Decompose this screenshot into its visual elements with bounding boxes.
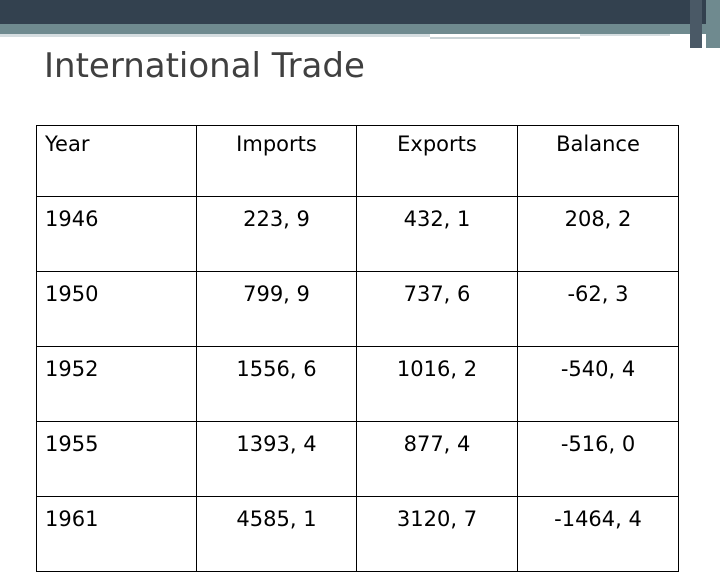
cell-balance: -516, 0 (517, 421, 679, 497)
table-row: 1946 223, 9 432, 1 208, 2 (36, 196, 679, 272)
cell-exports: 1016, 2 (356, 346, 518, 422)
cell-balance: -540, 4 (517, 346, 679, 422)
cell-exports: 432, 1 (356, 196, 518, 272)
cell-imports: 799, 9 (196, 271, 357, 347)
cell-imports: 1556, 6 (196, 346, 357, 422)
header-accent-line (0, 34, 430, 37)
cell-exports: 737, 6 (356, 271, 518, 347)
table-row: 1952 1556, 6 1016, 2 -540, 4 (36, 346, 679, 422)
cell-year: 1955 (36, 421, 197, 497)
table-row: 1961 4585, 1 3120, 7 -1464, 4 (36, 496, 679, 572)
cell-year: 1952 (36, 346, 197, 422)
header-corner-block (706, 0, 720, 48)
cell-imports: 4585, 1 (196, 496, 357, 572)
trade-table: Year Imports Exports Balance 1946 223, 9… (36, 125, 679, 572)
cell-balance: -62, 3 (517, 271, 679, 347)
cell-imports: 223, 9 (196, 196, 357, 272)
slide-title: International Trade (44, 46, 365, 86)
header-accent-line (430, 37, 580, 39)
header-corner-block (690, 0, 702, 48)
header-decoration (0, 0, 720, 48)
header-band-teal (0, 24, 720, 34)
table-row: 1955 1393, 4 877, 4 -516, 0 (36, 421, 679, 497)
column-header-year: Year (36, 125, 197, 197)
column-header-balance: Balance (517, 125, 679, 197)
cell-year: 1950 (36, 271, 197, 347)
cell-year: 1946 (36, 196, 197, 272)
cell-year: 1961 (36, 496, 197, 572)
table-header-row: Year Imports Exports Balance (36, 125, 679, 197)
cell-exports: 3120, 7 (356, 496, 518, 572)
header-band-dark (0, 0, 720, 24)
header-accent-line (580, 34, 670, 36)
cell-balance: -1464, 4 (517, 496, 679, 572)
cell-balance: 208, 2 (517, 196, 679, 272)
table-row: 1950 799, 9 737, 6 -62, 3 (36, 271, 679, 347)
cell-imports: 1393, 4 (196, 421, 357, 497)
cell-exports: 877, 4 (356, 421, 518, 497)
column-header-imports: Imports (196, 125, 357, 197)
column-header-exports: Exports (356, 125, 518, 197)
